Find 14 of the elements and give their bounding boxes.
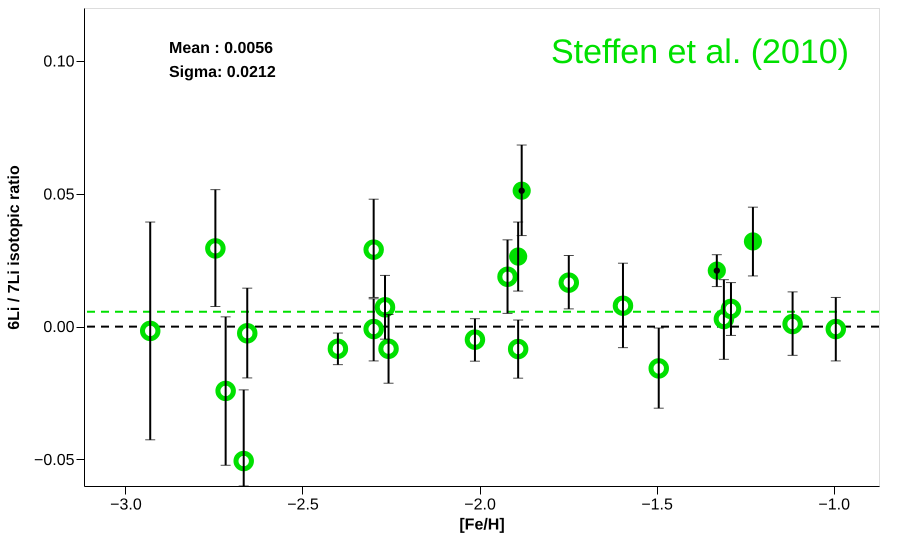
x-tick-label: −1.0 [818, 496, 850, 514]
y-tick-label: 0.05 [43, 186, 75, 204]
x-tick-label: −2.5 [287, 496, 319, 514]
x-tick-label: −1.5 [641, 496, 674, 514]
x-axis-title: [Fe/H] [459, 516, 505, 534]
annotation: Mean : 0.0056 [169, 40, 274, 57]
annotation: Steffen et al. (2010) [550, 33, 849, 71]
y-tick-label: 0.00 [43, 319, 75, 336]
x-tick-label: −2.0 [464, 496, 496, 514]
y-tick-label: −0.05 [34, 452, 75, 469]
y-tick-label: 0.10 [43, 54, 75, 71]
y-axis-title: 6Li / 7Li isotopic ratio [6, 165, 24, 330]
x-tick-label: −3.0 [110, 496, 142, 514]
annotation: Sigma: 0.0212 [169, 64, 276, 81]
